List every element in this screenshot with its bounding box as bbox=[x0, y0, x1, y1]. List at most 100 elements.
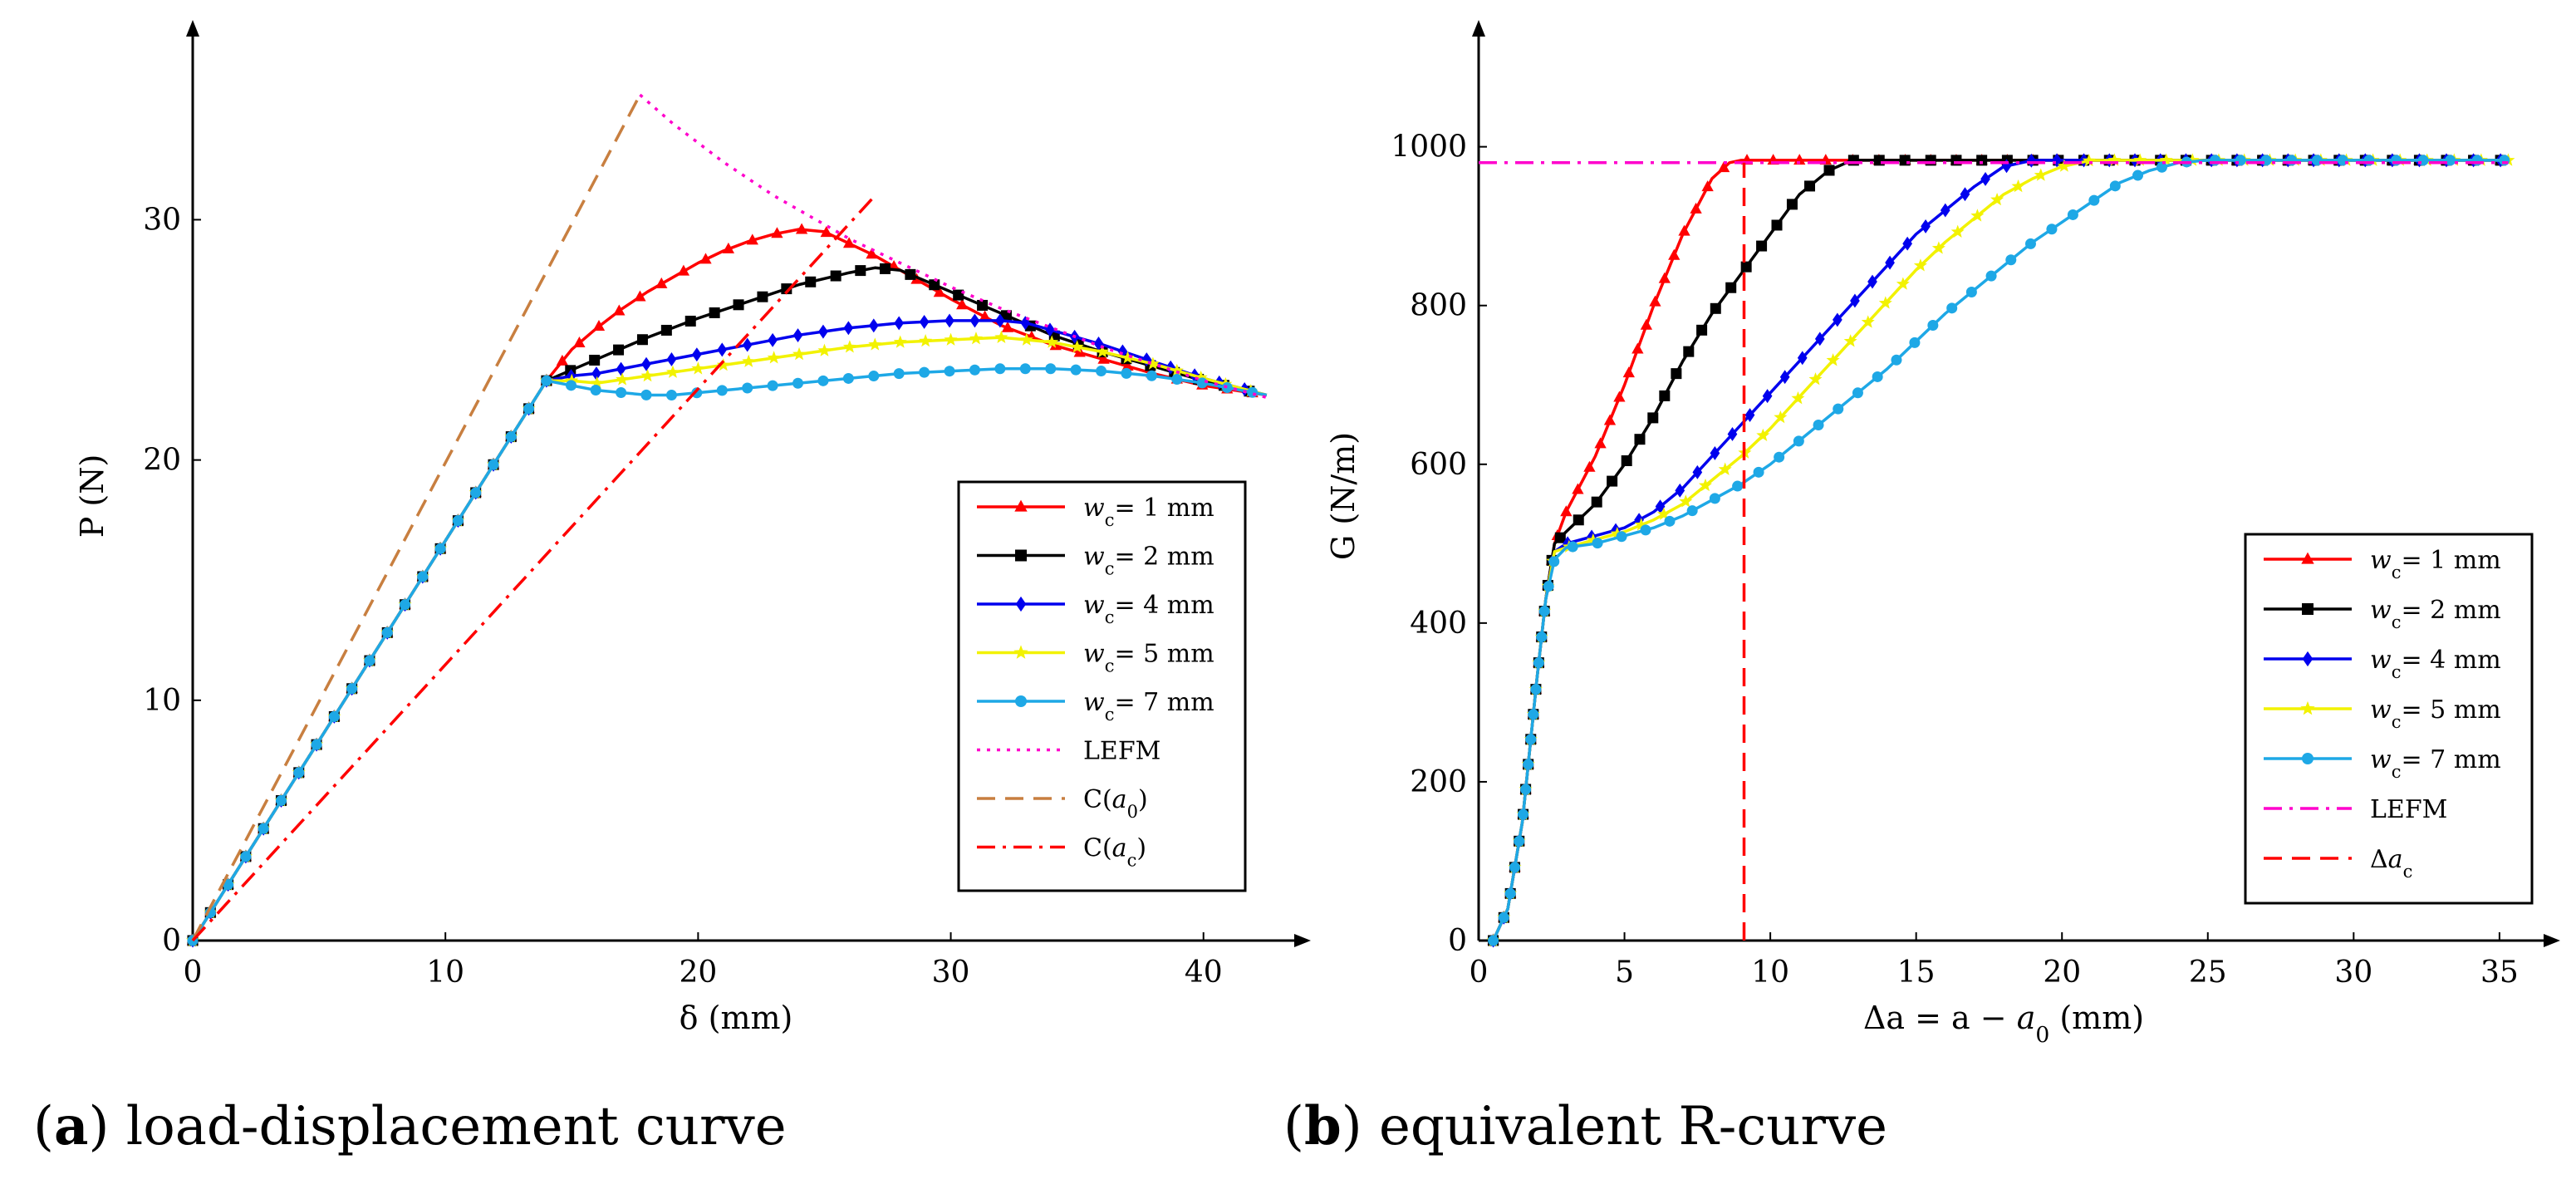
data-point bbox=[2133, 153, 2147, 166]
data-point bbox=[1640, 318, 1653, 330]
data-point bbox=[364, 655, 375, 666]
data-point bbox=[1909, 337, 1921, 348]
data-point bbox=[933, 286, 946, 297]
data-point bbox=[716, 385, 728, 396]
data-point bbox=[1045, 363, 1057, 375]
legend-label: wc= 5 mm bbox=[2370, 695, 2501, 732]
legend-box bbox=[957, 480, 1247, 892]
data-point bbox=[1850, 293, 1860, 308]
data-point bbox=[1927, 319, 1939, 331]
data-point bbox=[868, 318, 879, 333]
data-point bbox=[1985, 270, 1997, 282]
legend-label-subscript: c bbox=[1105, 510, 1115, 530]
data-point bbox=[1656, 507, 1671, 520]
data-point bbox=[1525, 734, 1537, 745]
x-tick-label: 0 bbox=[184, 956, 203, 990]
data-point bbox=[1814, 332, 1825, 346]
data-point bbox=[2011, 179, 2025, 193]
data-point bbox=[767, 380, 778, 391]
data-point bbox=[969, 313, 980, 328]
y-axis-label-part: G (N/m) bbox=[1325, 432, 1362, 560]
caption-a-text: load-displacement curve bbox=[125, 1096, 787, 1157]
legend-label-part: Δ bbox=[2370, 845, 2388, 874]
data-point bbox=[945, 313, 954, 328]
data-point bbox=[855, 265, 866, 277]
data-point bbox=[1554, 532, 1566, 543]
data-point bbox=[1797, 351, 1808, 366]
data-point bbox=[1774, 451, 1785, 463]
data-point bbox=[1931, 241, 1945, 254]
data-point bbox=[1867, 274, 1877, 289]
legend-label-part: = 2 mm bbox=[1114, 543, 1214, 572]
data-point bbox=[843, 321, 854, 336]
data-point bbox=[1049, 339, 1062, 351]
data-point bbox=[1498, 911, 1509, 923]
legend-label-part: = 4 mm bbox=[1114, 591, 1214, 620]
data-point bbox=[1563, 536, 1573, 551]
data-point bbox=[969, 364, 980, 376]
legend-marker bbox=[1015, 549, 1027, 562]
y-tick-label: 0 bbox=[162, 924, 181, 958]
data-point bbox=[1671, 368, 1682, 380]
data-point bbox=[1686, 505, 1698, 517]
data-point bbox=[1583, 460, 1596, 472]
legend-label-symbol: w bbox=[2370, 596, 2392, 625]
legend-label-symbol: w bbox=[2370, 546, 2392, 575]
data-point bbox=[2034, 168, 2048, 181]
data-point bbox=[1121, 360, 1134, 371]
data-point bbox=[1823, 165, 1835, 176]
data-point bbox=[590, 384, 601, 396]
data-point bbox=[1813, 419, 1824, 430]
legend-label-subscript: 0 bbox=[1127, 802, 1138, 822]
legend-label-subscript: c bbox=[2403, 862, 2413, 882]
data-point bbox=[1121, 351, 1135, 364]
data-point bbox=[556, 354, 569, 366]
data-point bbox=[2082, 154, 2096, 167]
data-point bbox=[1640, 524, 1651, 536]
data-point bbox=[1504, 887, 1516, 899]
data-point bbox=[1528, 709, 1539, 720]
data-point bbox=[1196, 377, 1208, 389]
data-point bbox=[1533, 657, 1544, 669]
series-line bbox=[191, 94, 641, 941]
data-point bbox=[613, 304, 626, 316]
data-point bbox=[868, 337, 882, 351]
data-point bbox=[781, 283, 792, 295]
x-tick-label: 40 bbox=[1185, 956, 1223, 990]
x-axis-label-part: (mm) bbox=[2049, 1000, 2144, 1036]
legend-label: wc= 7 mm bbox=[2370, 745, 2501, 782]
data-point bbox=[1146, 370, 1157, 381]
data-point bbox=[969, 332, 984, 345]
data-point bbox=[1631, 342, 1644, 354]
x-axis-arrow bbox=[2544, 934, 2560, 947]
x-tick-label: 10 bbox=[1751, 956, 1789, 990]
caption-b: (b) equivalent R-curve bbox=[1283, 1095, 1887, 1157]
legend-label-symbol: a bbox=[1112, 834, 1127, 863]
data-point bbox=[1732, 480, 1744, 492]
x-tick-label: 20 bbox=[2043, 956, 2081, 990]
data-point bbox=[792, 346, 807, 361]
data-point bbox=[1649, 295, 1661, 307]
data-point bbox=[1659, 390, 1671, 401]
legend-marker bbox=[1015, 695, 1027, 707]
data-point bbox=[879, 263, 891, 274]
data-point bbox=[523, 403, 535, 415]
data-point bbox=[1621, 454, 1632, 466]
data-point bbox=[1833, 312, 1842, 327]
data-point bbox=[944, 366, 955, 377]
x-axis-arrow bbox=[1294, 934, 1311, 947]
data-point bbox=[868, 371, 880, 382]
data-point bbox=[1756, 428, 1770, 441]
data-point bbox=[1990, 192, 2004, 206]
data-point bbox=[589, 354, 601, 366]
data-point bbox=[771, 227, 783, 238]
data-point bbox=[592, 320, 606, 332]
data-point bbox=[818, 324, 828, 339]
legend-marker bbox=[2300, 700, 2315, 715]
data-point bbox=[641, 356, 651, 371]
data-point bbox=[275, 795, 287, 807]
x-tick-label: 20 bbox=[679, 956, 717, 990]
data-point bbox=[1950, 224, 1965, 238]
data-point bbox=[817, 343, 832, 356]
caption-b-letter: b bbox=[1303, 1095, 1342, 1157]
